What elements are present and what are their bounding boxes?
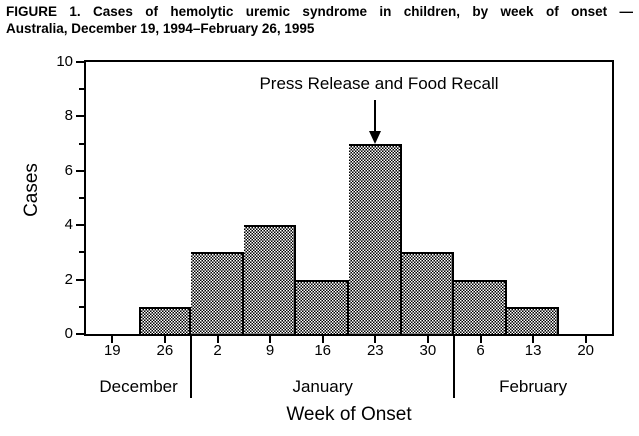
month-label-january: January bbox=[292, 377, 353, 396]
month-separator-february bbox=[453, 336, 456, 398]
x-axis-title: Week of Onset bbox=[286, 404, 412, 425]
x-tick-13 bbox=[532, 334, 535, 343]
x-tick-label-30: 30 bbox=[419, 342, 437, 359]
figure-title-line1: FIGURE 1. Cases of hemolytic uremic synd… bbox=[6, 4, 633, 19]
y-tick-label-6: 6 bbox=[64, 161, 73, 179]
x-tick-2 bbox=[216, 334, 219, 343]
bar-week-2 bbox=[191, 252, 244, 334]
y-tick-label-4: 4 bbox=[64, 216, 73, 234]
bar-week-30 bbox=[401, 252, 455, 334]
month-separator-january bbox=[190, 336, 193, 398]
figure-title: FIGURE 1. Cases of hemolytic uremic synd… bbox=[6, 3, 633, 37]
x-tick-label-19: 19 bbox=[103, 342, 121, 359]
y-major-tick-2 bbox=[76, 278, 84, 281]
x-tick-30 bbox=[426, 334, 429, 343]
y-minor-tick-7 bbox=[79, 142, 84, 145]
y-minor-tick-9 bbox=[79, 88, 84, 91]
y-tick-label-2: 2 bbox=[64, 270, 73, 288]
x-tick-9 bbox=[269, 334, 272, 343]
x-tick-23 bbox=[374, 334, 377, 343]
bar-week-9 bbox=[243, 225, 297, 334]
y-tick-label-0: 0 bbox=[64, 325, 73, 342]
x-tick-label-20: 20 bbox=[577, 342, 595, 359]
x-tick-label-26: 26 bbox=[156, 342, 174, 359]
chart-plot-area bbox=[76, 60, 614, 343]
y-minor-tick-3 bbox=[79, 251, 84, 254]
y-major-tick-6 bbox=[76, 169, 84, 172]
month-label-february: February bbox=[499, 377, 568, 396]
bar-week-16 bbox=[296, 279, 349, 334]
x-tick-label-6: 6 bbox=[476, 342, 485, 359]
x-tick-label-23: 23 bbox=[366, 342, 384, 359]
x-tick-label-9: 9 bbox=[265, 342, 275, 359]
x-tick-26 bbox=[163, 334, 166, 343]
x-tick-label-16: 16 bbox=[314, 342, 332, 359]
bar-week-23 bbox=[349, 143, 402, 334]
y-minor-tick-5 bbox=[79, 197, 84, 199]
x-tick-19 bbox=[111, 334, 114, 343]
x-tick-label-2: 2 bbox=[213, 342, 222, 359]
y-tick-label-8: 8 bbox=[64, 107, 73, 125]
y-major-tick-10 bbox=[76, 61, 84, 63]
annotation-text: Press Release and Food Recall bbox=[259, 74, 499, 93]
x-tick-label-13: 13 bbox=[524, 342, 542, 359]
y-major-tick-8 bbox=[76, 115, 84, 118]
y-tick-label-10: 10 bbox=[56, 53, 73, 70]
annotation-arrow-icon bbox=[369, 131, 381, 144]
x-tick-6 bbox=[479, 334, 482, 343]
bar-week-13 bbox=[506, 306, 560, 334]
x-tick-16 bbox=[321, 334, 324, 343]
y-major-tick-4 bbox=[76, 224, 84, 227]
figure-title-line2: Australia, December 19, 1994–February 26… bbox=[6, 21, 315, 36]
month-label-december: December bbox=[99, 377, 178, 396]
bar-week-6 bbox=[454, 279, 507, 334]
x-tick-20 bbox=[584, 334, 587, 343]
y-major-tick-0 bbox=[76, 333, 84, 335]
bar-week-26 bbox=[138, 306, 192, 334]
y-minor-tick-1 bbox=[79, 305, 84, 308]
annotation-arrow-line bbox=[374, 100, 376, 131]
